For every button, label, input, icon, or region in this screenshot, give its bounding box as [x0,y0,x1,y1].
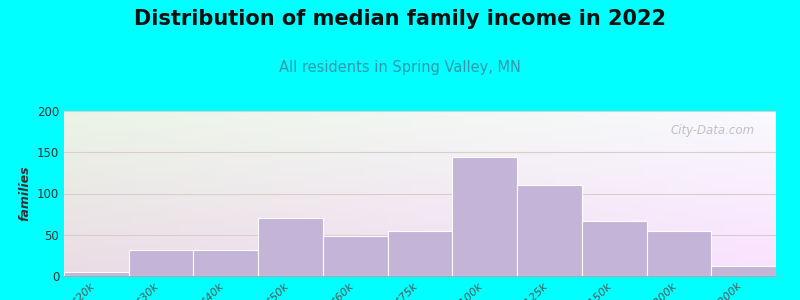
Bar [129,250,194,276]
Bar [452,157,517,276]
Text: Distribution of median family income in 2022: Distribution of median family income in … [134,9,666,29]
Bar [582,221,646,276]
Bar [517,185,582,276]
Y-axis label: families: families [18,166,31,221]
Text: City-Data.com: City-Data.com [670,124,754,137]
Bar [194,250,258,276]
Bar [258,218,323,276]
Bar [64,272,129,276]
Bar [388,232,452,276]
Bar [646,231,711,276]
Bar [323,236,388,276]
Bar [711,266,776,276]
Text: All residents in Spring Valley, MN: All residents in Spring Valley, MN [279,60,521,75]
